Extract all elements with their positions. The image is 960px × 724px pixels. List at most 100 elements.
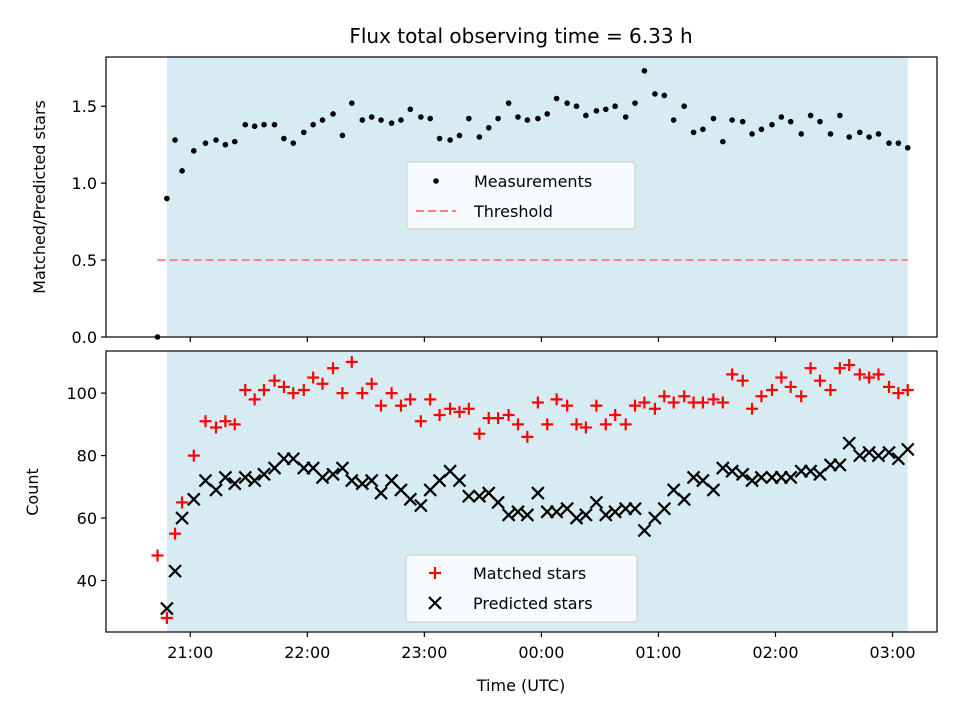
chart-title: Flux total observing time = 6.33 h	[349, 24, 692, 48]
measurement-point	[359, 117, 366, 123]
matched-star-point	[404, 393, 417, 406]
predicted-star-point	[628, 501, 642, 516]
y-tick-label: 1.0	[72, 174, 97, 193]
measurement-point	[485, 124, 492, 131]
measurement-point	[807, 112, 814, 119]
matched-star-point	[667, 396, 680, 409]
legend-measurements-label: Measurements	[474, 172, 592, 191]
measurement-point	[505, 100, 512, 106]
predicted-star-point	[677, 492, 691, 507]
y-tick-label: 60	[77, 509, 97, 528]
measurement-point	[456, 132, 463, 139]
matched-star-point	[453, 405, 466, 418]
predicted-star-point	[735, 467, 750, 482]
measurement-point	[418, 114, 424, 120]
measurement-point	[447, 137, 453, 143]
predicted-star-point	[579, 508, 593, 522]
matched-star-point	[726, 368, 739, 381]
matched-star-point	[804, 362, 817, 375]
matched-star-point	[853, 368, 866, 381]
matched-star-point	[570, 418, 583, 431]
matched-star-point	[375, 399, 388, 412]
measurement-point	[602, 106, 609, 113]
predicted-star-point	[706, 483, 721, 497]
matched-star-point	[638, 396, 651, 409]
matched-star-point	[433, 409, 446, 422]
measurement-point	[739, 118, 746, 125]
predicted-star-point	[531, 486, 545, 500]
legend-predicted-label: Predicted stars	[473, 594, 593, 613]
matched-star-point	[579, 421, 592, 434]
y-tick-label: 80	[77, 447, 97, 466]
matched-star-point	[550, 393, 563, 406]
matched-star-point	[268, 374, 281, 387]
x-tick-label: 23:00	[401, 643, 447, 662]
matched-star-point	[336, 387, 349, 400]
measurement-point	[886, 140, 892, 146]
measurement-point	[612, 103, 618, 110]
measurement-point	[231, 138, 238, 145]
predicted-star-point	[168, 564, 182, 578]
matched-star-point	[590, 399, 603, 412]
predicted-star-point	[472, 489, 487, 503]
matched-star-point	[541, 418, 554, 431]
predicted-star-point	[862, 445, 876, 460]
matched-star-point	[473, 427, 486, 440]
legend-matched-marker	[429, 567, 441, 579]
predicted-star-point	[374, 486, 388, 500]
measurement-point	[769, 121, 775, 128]
matched-star-point	[169, 527, 182, 540]
matched-star-point	[297, 384, 310, 397]
predicted-star-point	[754, 470, 769, 485]
matched-star-point	[707, 393, 720, 406]
predicted-star-point	[520, 508, 535, 522]
predicted-star-point	[882, 445, 896, 460]
measurement-point	[544, 111, 551, 117]
matched-star-point	[883, 380, 896, 393]
ratio-legend: Measurements Threshold	[406, 161, 636, 230]
measurement-point	[827, 131, 834, 137]
measurement-point	[190, 148, 197, 154]
count-panel: 40 60 80 100 21:00 22:00 23:00 00:00 01:00 02:00…	[23, 350, 938, 695]
matched-star-point	[210, 421, 223, 434]
measurement-point	[641, 68, 648, 74]
measurement-point	[895, 140, 902, 146]
x-tick-label: 00:00	[518, 643, 564, 662]
measurement-point	[681, 103, 687, 110]
y-tick-label: 1.5	[72, 97, 97, 116]
matched-star-point	[755, 390, 768, 403]
matched-star-point	[219, 415, 232, 428]
matched-star-point	[385, 387, 398, 400]
matched-star-point	[176, 496, 189, 509]
measurement-point	[179, 168, 185, 174]
matched-star-point	[696, 396, 709, 409]
matched-star-point	[775, 371, 788, 384]
y-tick-label: 0.5	[72, 251, 97, 270]
measurement-point	[652, 91, 658, 97]
measurement-point	[466, 115, 472, 122]
predicted-star-point	[657, 501, 672, 516]
matched-star-point	[795, 390, 808, 403]
predicted-star-point	[315, 470, 330, 485]
matched-star-point	[872, 368, 885, 381]
matched-star-point	[277, 380, 290, 393]
legend-matched-label: Matched stars	[473, 564, 586, 583]
count-plot-frame	[105, 350, 938, 633]
predicted-stars-points	[160, 436, 915, 616]
predicted-star-point	[716, 461, 730, 475]
predicted-star-point	[842, 436, 856, 450]
measurement-point	[690, 129, 697, 136]
matched-star-point	[424, 393, 437, 406]
measurement-point	[348, 100, 355, 106]
matched-star-point	[502, 409, 515, 422]
time-x-ticks: 21:00 22:00 23:00 00:00 01:00 02:00 03:00	[167, 632, 916, 662]
ratio-legend-box	[406, 161, 636, 230]
measurement-point	[388, 120, 395, 126]
predicted-star-point	[549, 505, 564, 519]
predicted-star-point	[160, 601, 174, 616]
predicted-star-point	[345, 473, 359, 488]
predicted-star-point	[238, 470, 253, 485]
count-y-axis-label: Count	[23, 468, 42, 516]
measurement-point	[846, 134, 853, 140]
measurement-point	[271, 121, 278, 128]
